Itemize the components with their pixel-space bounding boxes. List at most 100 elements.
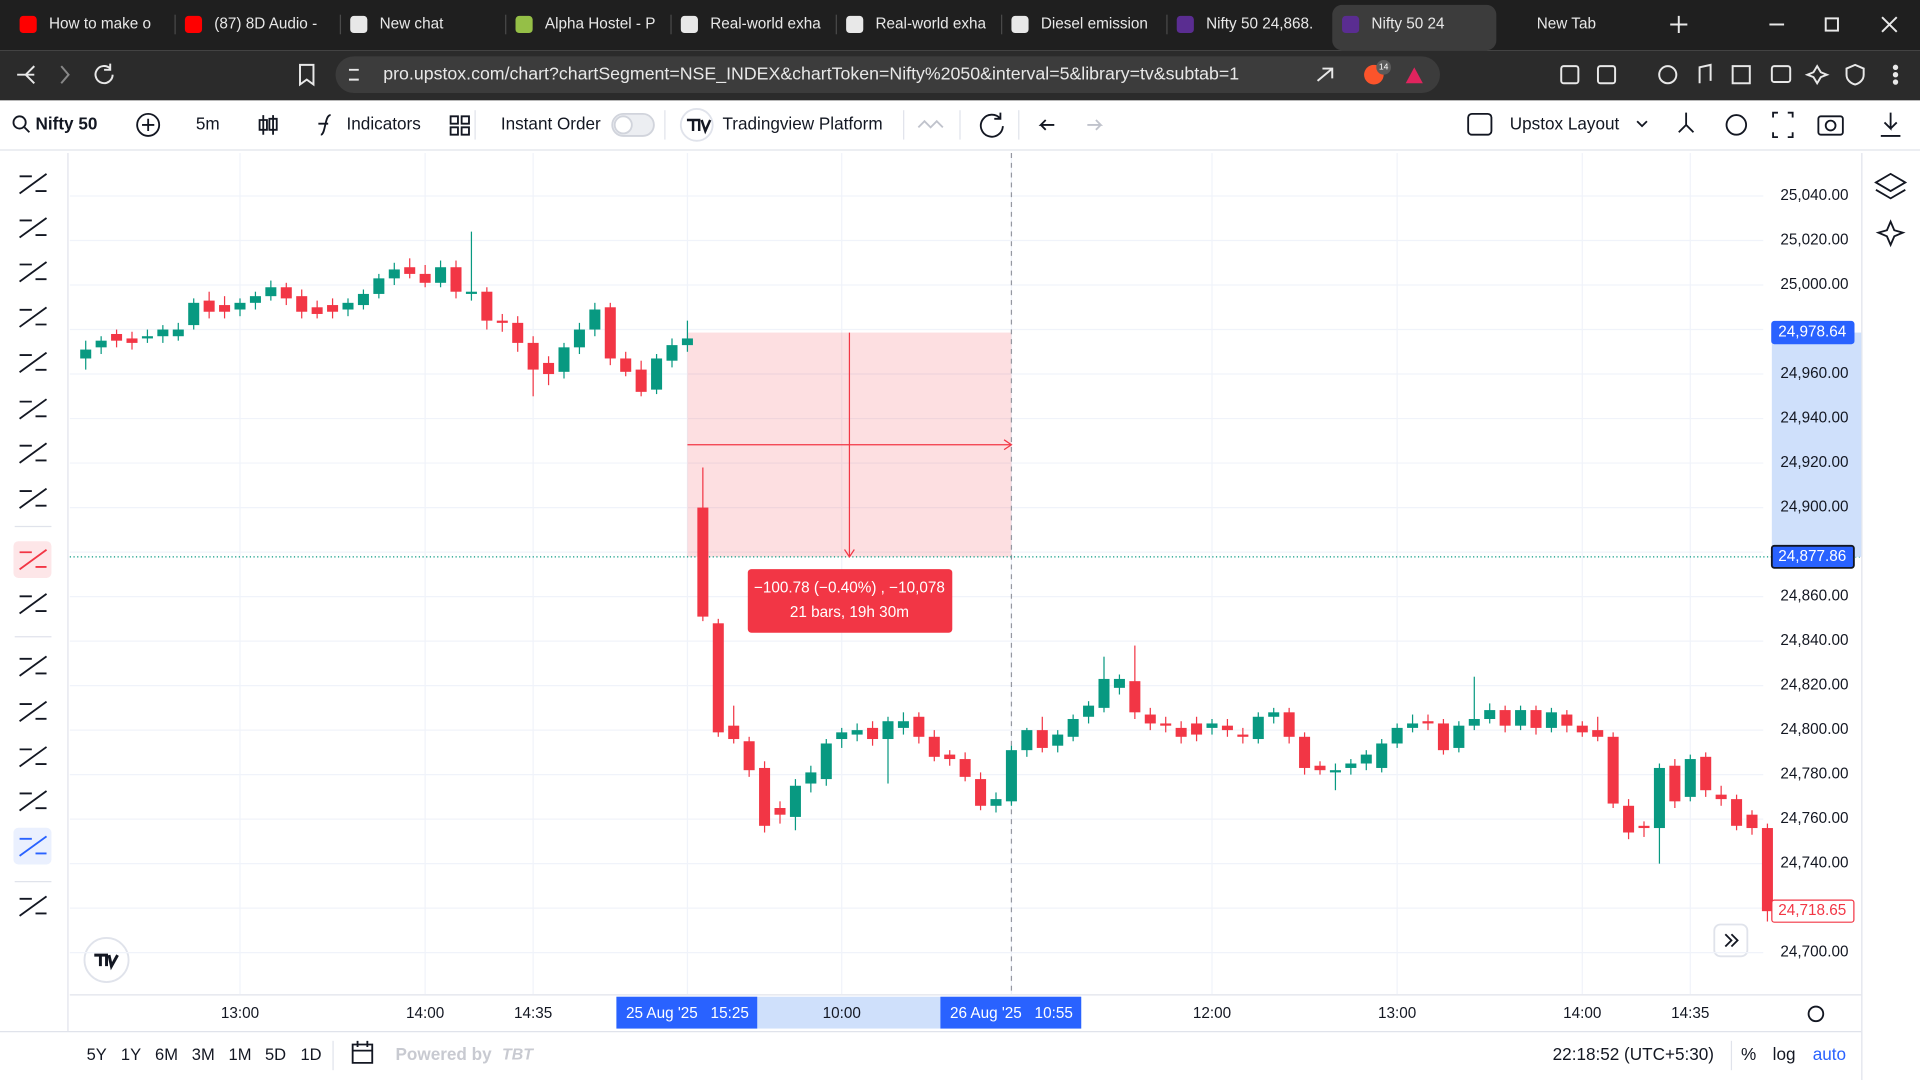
media-button[interactable] xyxy=(1698,63,1712,84)
settings-button[interactable] xyxy=(1725,114,1748,136)
log-button[interactable]: log xyxy=(1773,1044,1796,1064)
symbol[interactable]: Nifty 50 xyxy=(36,113,98,133)
range-button[interactable]: 5Y xyxy=(87,1045,107,1064)
compare-button[interactable] xyxy=(136,112,161,137)
sidebar-button[interactable] xyxy=(1731,65,1751,85)
time-axis-settings[interactable] xyxy=(1807,1005,1825,1023)
date-range-button[interactable] xyxy=(351,1040,374,1064)
url-field[interactable] xyxy=(335,56,1440,94)
forward-button[interactable] xyxy=(60,65,70,84)
layout[interactable]: Upstox Layout xyxy=(1510,113,1620,133)
drawing-tool[interactable] xyxy=(19,261,48,283)
vpn-button[interactable] xyxy=(1845,63,1865,86)
download-button[interactable] xyxy=(1880,112,1901,137)
ai-assist-button[interactable] xyxy=(1875,219,1906,248)
fullscreen-button[interactable] xyxy=(1772,111,1794,139)
candle-body xyxy=(404,267,416,274)
tab-title[interactable]: Nifty 50 24 xyxy=(1371,16,1445,33)
range-button[interactable]: 1Y xyxy=(121,1045,141,1064)
drawing-tool[interactable] xyxy=(19,746,48,768)
close-button[interactable] xyxy=(1881,16,1898,33)
layout-checkbox[interactable] xyxy=(1467,112,1493,136)
redo-button[interactable] xyxy=(1087,119,1104,131)
tab-title[interactable]: Nifty 50 24,868. xyxy=(1206,16,1313,33)
fx-icon[interactable] xyxy=(318,114,331,136)
candle-body xyxy=(1638,825,1650,829)
tab-title[interactable]: (87) 8D Audio - xyxy=(214,16,317,33)
range-button[interactable]: 5D xyxy=(265,1045,286,1064)
undo-button[interactable] xyxy=(1038,119,1055,131)
site-info[interactable] xyxy=(348,68,359,81)
chart-type-button[interactable] xyxy=(258,115,278,135)
drawing-tool[interactable] xyxy=(19,173,48,195)
replay-button[interactable] xyxy=(917,119,944,129)
range-button[interactable]: 3M xyxy=(192,1045,215,1064)
search-icon[interactable] xyxy=(12,115,27,130)
drawing-tool[interactable] xyxy=(19,549,48,571)
tab-title[interactable]: Alpha Hostel - P xyxy=(545,16,656,33)
range-button[interactable]: 1M xyxy=(229,1045,252,1064)
drawing-tool[interactable] xyxy=(19,655,48,677)
y-tick-label: 24,860.00 xyxy=(1780,588,1848,605)
tab-title[interactable]: Real-world exha xyxy=(876,16,987,33)
clock[interactable]: 22:18:52 (UTC+5:30) xyxy=(1553,1044,1714,1064)
maximize-button[interactable] xyxy=(1824,17,1839,32)
powered-by: Powered by xyxy=(396,1044,493,1064)
drawing-tool[interactable] xyxy=(19,398,48,420)
leo-button[interactable] xyxy=(1658,65,1678,85)
drawing-tool[interactable] xyxy=(19,487,48,509)
drawing-tool[interactable] xyxy=(19,895,48,917)
drawing-tool[interactable] xyxy=(19,700,48,722)
candle-body xyxy=(450,267,462,292)
auto-button[interactable]: auto xyxy=(1813,1044,1846,1064)
alert-button[interactable] xyxy=(1678,112,1695,133)
extensions-button[interactable] xyxy=(1560,65,1580,85)
tab-title[interactable]: Diesel emission xyxy=(1041,16,1148,33)
range-button[interactable]: 1D xyxy=(300,1045,321,1064)
drawing-tool[interactable] xyxy=(19,593,48,615)
y-tick-label: 25,020.00 xyxy=(1780,232,1848,249)
indicators[interactable]: Indicators xyxy=(347,113,421,133)
new-tab-button[interactable] xyxy=(1670,15,1688,34)
reload-button[interactable] xyxy=(94,63,114,85)
candle-body xyxy=(1021,730,1033,751)
x-tick-label: 14:00 xyxy=(1563,1005,1601,1022)
wallet-button[interactable] xyxy=(1770,65,1792,84)
layout-dropdown[interactable] xyxy=(1636,120,1648,128)
menu-button[interactable] xyxy=(1892,79,1899,85)
layers-button[interactable] xyxy=(1874,172,1908,200)
instant-order[interactable]: Instant Order xyxy=(501,113,601,133)
active-tab[interactable] xyxy=(1332,4,1497,51)
range-button[interactable]: 6M xyxy=(155,1045,178,1064)
time-label-box xyxy=(616,996,758,1029)
share-button[interactable] xyxy=(1316,67,1334,82)
bookmark-button[interactable] xyxy=(299,63,315,87)
tab-title[interactable]: New chat xyxy=(380,16,445,33)
platform[interactable]: Tradingview Platform xyxy=(722,113,882,133)
rewards-icon[interactable] xyxy=(1405,67,1423,84)
screenshot-button[interactable] xyxy=(1817,115,1844,136)
tab-title[interactable]: How to make o xyxy=(49,16,151,33)
ai-button[interactable] xyxy=(1804,64,1830,86)
candle-body xyxy=(95,340,107,348)
tab-title[interactable]: New Tab xyxy=(1537,16,1596,33)
back-button[interactable] xyxy=(17,65,35,84)
tab-title[interactable]: Real-world exha xyxy=(710,16,821,33)
drawing-tool[interactable] xyxy=(19,442,48,464)
price-label: 24,877.86 xyxy=(1778,548,1846,565)
candle-body xyxy=(512,322,524,343)
drawing-tool[interactable] xyxy=(19,790,48,812)
refresh-button[interactable] xyxy=(979,112,1004,138)
interval[interactable]: 5m xyxy=(196,113,220,133)
menu-button[interactable] xyxy=(1892,71,1899,78)
drawing-tool[interactable] xyxy=(19,217,48,239)
drawing-tool[interactable] xyxy=(19,306,48,328)
url[interactable]: pro.upstox.com/chart?chartSegment=NSE_IN… xyxy=(383,63,1239,84)
drawing-tool[interactable] xyxy=(19,835,48,857)
drawing-tool[interactable] xyxy=(19,351,48,373)
tradingview-icon[interactable] xyxy=(679,108,714,142)
percent-button[interactable]: % xyxy=(1741,1044,1756,1064)
reader-button[interactable] xyxy=(1596,65,1617,85)
menu-button[interactable] xyxy=(1892,64,1899,71)
templates-button[interactable] xyxy=(449,115,470,136)
